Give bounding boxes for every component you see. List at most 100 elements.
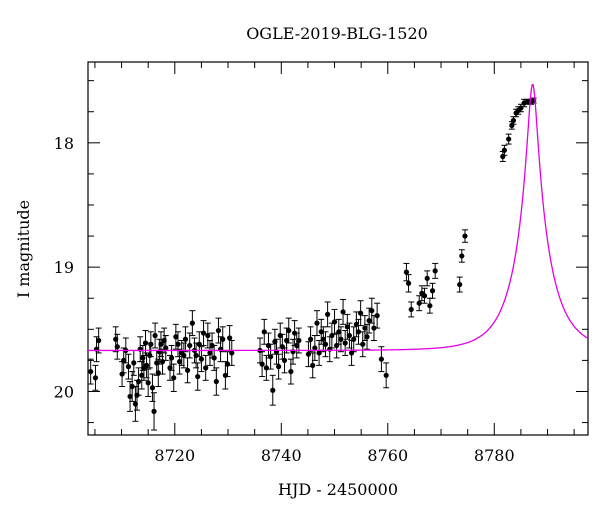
data-point [340,298,347,325]
data-point [307,326,314,353]
point-marker [378,356,384,362]
point-marker [405,280,412,286]
data-point [147,331,154,358]
point-marker [127,393,133,400]
point-marker [155,370,161,376]
point-marker [143,362,150,368]
point-marker [329,332,335,339]
data-point [261,318,268,345]
data-point [200,320,207,346]
point-marker [331,319,338,325]
point-marker [416,300,422,306]
point-marker [92,375,99,381]
point-marker [462,233,468,239]
point-marker [207,350,213,356]
point-marker [338,336,344,342]
data-point [138,361,145,390]
point-marker [200,330,207,336]
point-marker [139,372,145,378]
point-marker [362,325,368,331]
point-marker [322,341,329,347]
point-marker [316,350,322,356]
point-marker [294,342,300,349]
x-tick-label: 8760 [367,446,408,465]
point-marker [168,355,175,361]
data-point [364,323,371,350]
y-tick-label: 20 [54,382,74,401]
data-point [383,362,390,389]
point-marker [215,327,222,334]
point-marker [344,324,350,330]
point-marker [288,368,294,375]
data-point [275,353,282,380]
data-point [416,295,423,312]
model-curve-layer [88,83,588,352]
data-point [228,340,235,366]
point-marker [135,378,142,385]
point-marker [184,367,191,373]
point-marker [114,344,120,350]
point-marker [383,372,389,378]
point-marker [518,105,524,111]
point-marker [320,336,326,342]
data-point [313,310,320,337]
data-point [194,362,201,391]
point-marker [374,313,380,319]
data-point [295,327,302,354]
data-point [202,354,209,381]
data-point [505,133,512,145]
point-marker [163,345,169,351]
point-marker [351,336,357,342]
y-ticks [88,80,588,424]
point-marker [182,336,189,342]
data-point [170,363,177,392]
data-point [184,357,191,384]
data-point [168,344,175,371]
chart-title: OGLE-2019-BLG-1520 [246,24,428,43]
point-marker [213,378,219,385]
point-marker [158,341,164,347]
point-marker [506,136,512,142]
data-point [193,342,200,369]
point-marker [152,332,158,339]
data-point [370,315,377,342]
data-point [135,367,142,396]
data-point [114,333,121,360]
data-points [87,97,537,431]
data-point [429,282,436,299]
point-marker [325,311,331,317]
point-marker [88,368,94,375]
point-marker [314,320,320,326]
point-marker [140,355,146,361]
data-point [215,317,222,344]
data-point [162,335,169,361]
data-point [287,358,294,385]
point-marker [501,147,508,153]
data-point [461,229,468,243]
point-marker [408,306,414,313]
data-point [267,343,274,370]
point-marker [129,383,135,390]
data-point [368,297,375,324]
point-marker [148,341,154,347]
point-marker [270,387,276,393]
data-point [283,327,290,354]
point-marker [151,408,157,414]
point-marker [360,341,366,347]
data-point [157,331,164,358]
data-point [145,368,152,397]
point-marker [176,359,183,365]
data-point [213,367,220,396]
data-point [346,322,353,349]
y-axis-label: I magnitude [14,200,33,298]
data-point [151,392,158,431]
x-tick-label: 8740 [261,446,302,465]
data-point [87,358,94,385]
data-point [324,301,331,328]
point-marker [131,360,137,366]
point-marker [147,352,153,359]
data-point [95,327,102,354]
model-curve [88,83,588,352]
point-marker [342,340,348,346]
